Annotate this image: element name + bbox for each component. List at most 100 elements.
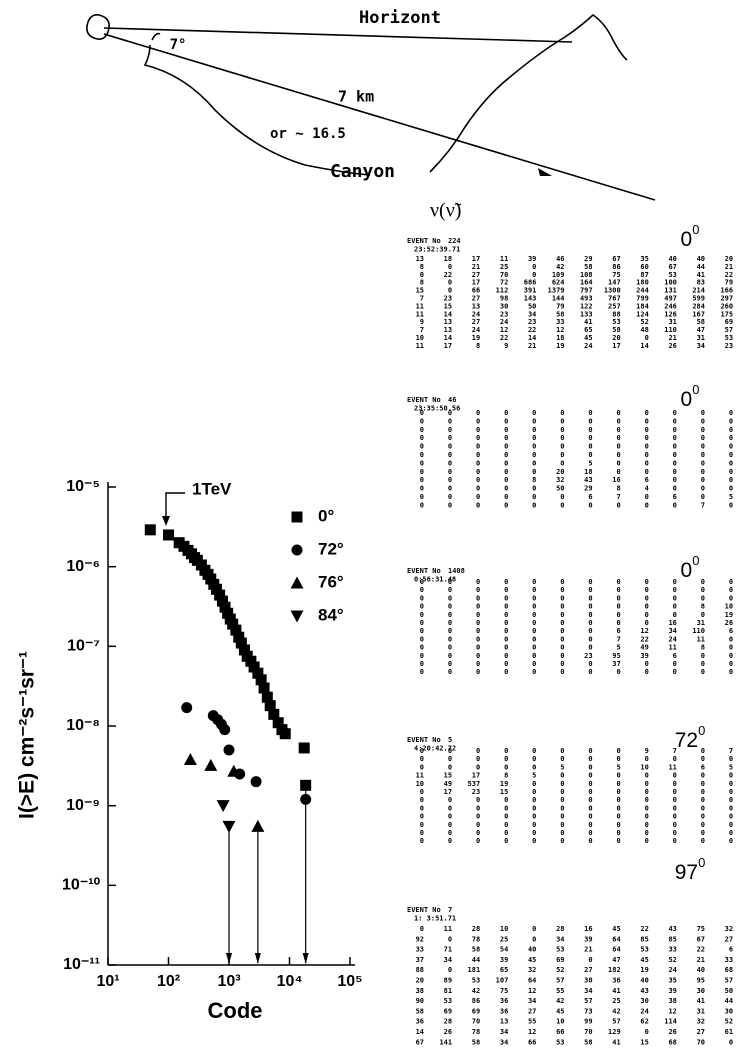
x-tick-label: 10⁵ (337, 973, 362, 990)
table-cell: 284 (692, 302, 705, 310)
table-cell: 0 (532, 434, 536, 442)
table-cell: 53 (444, 997, 452, 1005)
angle-degree: 0 (698, 855, 705, 870)
table-cell: 0 (476, 668, 480, 676)
table-cell: 25 (500, 263, 508, 271)
table-cell: 12 (528, 1028, 536, 1036)
table-cell: 42 (612, 1007, 620, 1015)
table-cell: 42 (556, 997, 564, 1005)
table-cell: 0 (448, 586, 452, 594)
table-cell: 29 (584, 485, 592, 493)
table-cell: 57 (556, 977, 564, 985)
table-cell: 70 (584, 1028, 592, 1036)
table-cell: 0 (616, 829, 620, 837)
table-cell: 17 (444, 342, 452, 350)
table-cell: 0 (532, 619, 536, 627)
table-cell: 0 (532, 263, 536, 271)
table-cell: 17 (472, 279, 480, 287)
table-cell: 0 (729, 476, 733, 484)
table-cell: 0 (448, 594, 452, 602)
observer (86, 14, 110, 40)
table-cell: 0 (448, 619, 452, 627)
table-cell: 0 (532, 451, 536, 459)
table-cell: 49 (640, 644, 648, 652)
table-cell: 35 (668, 977, 676, 985)
legend-label: 72° (318, 539, 344, 558)
table-cell: 0 (729, 417, 733, 425)
table-cell: 78 (472, 935, 480, 943)
table-cell: 0 (504, 763, 508, 771)
table-cell: 0 (560, 788, 564, 796)
table-cell: 260 (720, 302, 733, 310)
table-cell: 144 (552, 295, 565, 303)
table-cell: 9 (504, 342, 508, 350)
table-cell: 0 (476, 417, 480, 425)
table-cell: 0 (616, 804, 620, 812)
table-cell: 110 (664, 326, 677, 334)
table-cell: 14 (444, 334, 452, 342)
table-cell: 69 (444, 1007, 452, 1015)
table-cell: 0 (729, 813, 733, 821)
table-cell: 0 (616, 780, 620, 788)
horizon-label: Horizont (359, 8, 441, 28)
marker (235, 637, 247, 649)
table-cell: 34 (500, 1038, 508, 1046)
table-cell: 22 (697, 946, 705, 954)
table-cell: 0 (645, 459, 649, 467)
table-cell: 0 (616, 586, 620, 594)
table-cell: 0 (420, 644, 424, 652)
table-cell: 0 (701, 788, 705, 796)
table-cell: 0 (645, 334, 649, 342)
table-cell: 0 (616, 619, 620, 627)
table-cell: 0 (420, 578, 424, 586)
event-label: EVENT No (407, 736, 441, 744)
table-cell: 99 (584, 1018, 592, 1026)
table-cell: 0 (701, 468, 705, 476)
table-cell: 52 (640, 318, 648, 326)
marker (250, 776, 262, 788)
table-cell: 34 (668, 627, 676, 635)
table-cell: 141 (439, 1038, 452, 1046)
table-cell: 58 (472, 1038, 480, 1046)
table-cell: 0 (560, 813, 564, 821)
table-cell: 0 (532, 747, 536, 755)
table-cell: 7 (673, 747, 677, 755)
table-cell: 34 (584, 987, 592, 995)
table-cell: 88 (612, 310, 620, 318)
event-time: 4:20:42.72 (414, 745, 456, 753)
table-cell: 58 (472, 946, 480, 954)
table-cell: 0 (476, 627, 480, 635)
table-cell: 0 (645, 619, 649, 627)
table-cell: 0 (448, 287, 452, 295)
table-cell: 0 (532, 788, 536, 796)
table-cell: 37 (416, 956, 424, 964)
table-cell: 24 (584, 342, 592, 350)
table-cell: 11 (444, 925, 452, 933)
table-cell: 0 (504, 409, 508, 417)
table-cell: 39 (500, 956, 508, 964)
table-cell: 45 (584, 334, 592, 342)
table-cell: 0 (504, 485, 508, 493)
table-cell: 0 (420, 668, 424, 676)
table-cell: 0 (673, 476, 677, 484)
table-cell: 0 (588, 578, 592, 586)
table-cell: 32 (528, 966, 536, 974)
table-cell: 0 (701, 485, 705, 493)
table-cell: 0 (420, 660, 424, 668)
table-cell: 0 (532, 443, 536, 451)
table-cell: 98 (500, 295, 508, 303)
table-cell: 72 (500, 279, 508, 287)
table-cell: 35 (640, 255, 648, 263)
table-cell: 41 (612, 987, 620, 995)
table-cell: 0 (673, 443, 677, 451)
table-cell: 0 (701, 611, 705, 619)
angle-value: 0 (681, 388, 693, 411)
table-cell: 50 (725, 987, 733, 995)
table-cell: 0 (504, 627, 508, 635)
table-cell: 0 (560, 804, 564, 812)
table-cell: 129 (608, 1028, 621, 1036)
table-cell: 0 (420, 925, 424, 933)
table-cell: 7 (729, 747, 733, 755)
table-cell: 31 (668, 318, 676, 326)
